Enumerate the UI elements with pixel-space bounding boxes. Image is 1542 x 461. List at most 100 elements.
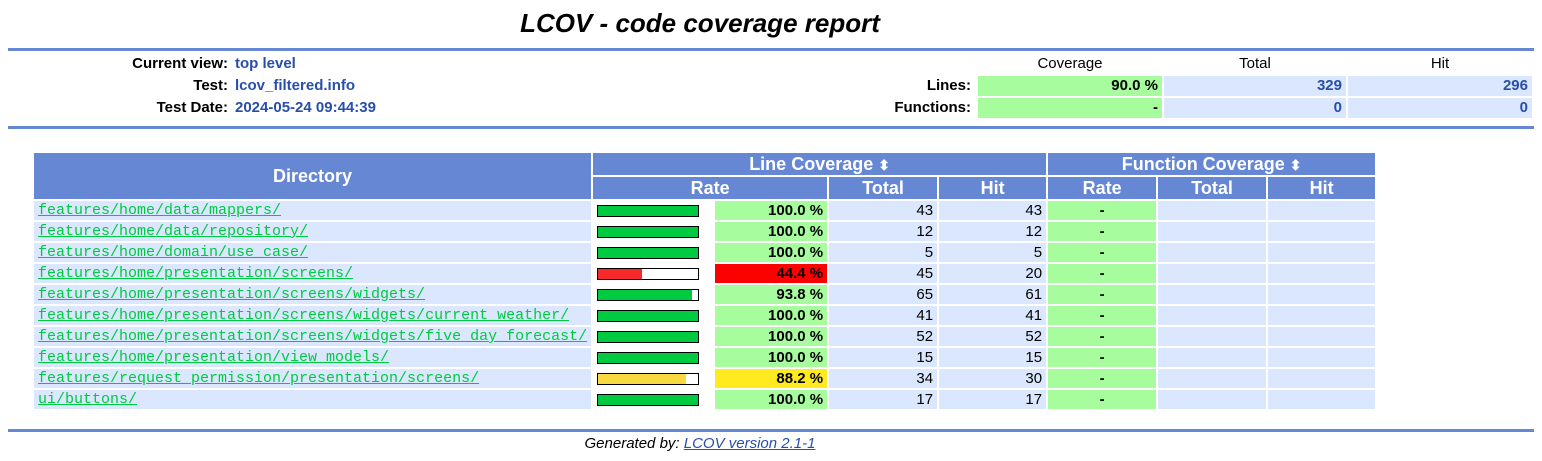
coverage-bar xyxy=(597,372,700,385)
line-total: 15 xyxy=(829,348,938,367)
table-row: features/home/presentation/view_models/ … xyxy=(34,348,1376,367)
coverage-bar xyxy=(597,267,700,280)
directory-header: Directory xyxy=(34,153,592,199)
directory-link[interactable]: features/home/domain/use_case/ xyxy=(38,244,309,261)
coverage-bar xyxy=(597,288,700,301)
line-hit: 15 xyxy=(939,348,1047,367)
function-hit-header: Hit xyxy=(1268,177,1376,199)
page-title: LCOV - code coverage report xyxy=(520,8,880,38)
directory-link[interactable]: features/home/presentation/view_models/ xyxy=(38,349,390,366)
table-row: features/home/presentation/screens/widge… xyxy=(34,285,1376,304)
function-total xyxy=(1158,264,1267,283)
directory-cell: ui/buttons/ xyxy=(34,390,592,409)
coverage-table: Directory Line Coverage ⬍ Function Cover… xyxy=(32,151,1377,411)
line-hit: 61 xyxy=(939,285,1047,304)
coverage-bar-cell xyxy=(593,390,714,409)
function-coverage-header[interactable]: Function Coverage ⬍ xyxy=(1048,153,1376,175)
directory-link[interactable]: features/home/data/mappers/ xyxy=(38,202,282,219)
table-row: features/home/presentation/screens/ 44.4… xyxy=(34,264,1376,283)
function-hit xyxy=(1268,390,1376,409)
coverage-bar xyxy=(597,393,700,406)
table-row: features/home/domain/use_case/ 100.0 % 5… xyxy=(34,243,1376,262)
function-hit xyxy=(1268,243,1376,262)
coverage-bar-fill xyxy=(598,289,692,300)
function-total xyxy=(1158,306,1267,325)
function-hit xyxy=(1268,327,1376,346)
test-value: lcov_filtered.info xyxy=(235,77,356,94)
function-hit xyxy=(1268,201,1376,220)
function-hit xyxy=(1268,285,1376,304)
table-row: features/home/presentation/screens/widge… xyxy=(34,306,1376,325)
directory-cell: features/home/domain/use_case/ xyxy=(34,243,592,262)
lines-total: 329 xyxy=(1164,76,1346,96)
function-hit xyxy=(1268,306,1376,325)
summary-total-header: Total xyxy=(1239,55,1271,72)
coverage-bar-fill xyxy=(598,352,699,363)
directory-link[interactable]: features/home/presentation/screens/widge… xyxy=(38,286,426,303)
function-total xyxy=(1158,201,1267,220)
line-total: 43 xyxy=(829,201,938,220)
function-rate: - xyxy=(1048,369,1157,388)
functions-label: Functions: xyxy=(894,99,971,116)
function-total xyxy=(1158,285,1267,304)
function-rate: - xyxy=(1048,222,1157,241)
directory-link[interactable]: features/home/presentation/screens/widge… xyxy=(38,328,588,345)
function-total xyxy=(1158,222,1267,241)
directory-cell: features/home/data/mappers/ xyxy=(34,201,592,220)
line-hit: 41 xyxy=(939,306,1047,325)
lines-coverage: 90.0 % xyxy=(978,76,1162,96)
coverage-bar-cell xyxy=(593,222,714,241)
coverage-bar-fill xyxy=(598,247,699,258)
top-divider xyxy=(8,48,1534,51)
table-row: features/home/data/repository/ 100.0 % 1… xyxy=(34,222,1376,241)
functions-total: 0 xyxy=(1164,98,1346,118)
footer-prefix: Generated by: xyxy=(584,435,680,452)
coverage-bar-fill xyxy=(598,373,687,384)
coverage-bar-cell xyxy=(593,201,714,220)
sort-icon[interactable]: ⬍ xyxy=(1289,156,1302,173)
line-rate-header: Rate xyxy=(593,177,828,199)
directory-cell: features/home/presentation/screens/ xyxy=(34,264,592,283)
sort-icon[interactable]: ⬍ xyxy=(878,156,890,173)
line-total: 45 xyxy=(829,264,938,283)
header-divider xyxy=(8,126,1534,129)
summary-hit-header: Hit xyxy=(1430,55,1450,72)
line-rate: 100.0 % xyxy=(715,348,828,367)
directory-link[interactable]: features/home/presentation/screens/ xyxy=(38,265,354,282)
function-rate: - xyxy=(1048,390,1157,409)
coverage-bar-cell xyxy=(593,327,714,346)
line-total: 52 xyxy=(829,327,938,346)
coverage-bar-fill xyxy=(598,226,699,237)
line-coverage-header[interactable]: Line Coverage ⬍ xyxy=(593,153,1047,175)
test-date-label: Test Date: xyxy=(156,99,228,116)
directory-link[interactable]: features/request_permission/presentation… xyxy=(38,370,480,387)
lcov-version-link[interactable]: LCOV version 2.1-1 xyxy=(683,435,816,452)
summary-coverage-header: Coverage xyxy=(1037,55,1103,72)
line-total-header: Total xyxy=(829,177,938,199)
line-rate: 100.0 % xyxy=(715,201,828,220)
function-total-header: Total xyxy=(1158,177,1267,199)
coverage-bar-cell xyxy=(593,369,714,388)
functions-hit: 0 xyxy=(1348,98,1532,118)
line-hit: 12 xyxy=(939,222,1047,241)
table-row: features/home/data/mappers/ 100.0 % 43 4… xyxy=(34,201,1376,220)
coverage-bar xyxy=(597,246,700,259)
directory-link[interactable]: ui/buttons/ xyxy=(38,391,138,408)
function-rate: - xyxy=(1048,264,1157,283)
coverage-bar xyxy=(597,351,700,364)
current-view-value: top level xyxy=(235,55,296,72)
line-rate: 100.0 % xyxy=(715,327,828,346)
coverage-bar-fill xyxy=(598,205,699,216)
coverage-bar-cell xyxy=(593,243,714,262)
coverage-bar-fill xyxy=(598,331,699,342)
directory-link[interactable]: features/home/data/repository/ xyxy=(38,223,309,240)
test-date-value: 2024-05-24 09:44:39 xyxy=(235,99,376,116)
line-hit: 20 xyxy=(939,264,1047,283)
directory-link[interactable]: features/home/presentation/screens/widge… xyxy=(38,307,570,324)
coverage-bar-fill xyxy=(598,394,699,405)
functions-coverage: - xyxy=(978,98,1162,118)
coverage-bar-fill xyxy=(598,268,643,279)
coverage-bar xyxy=(597,204,700,217)
table-row: features/request_permission/presentation… xyxy=(34,369,1376,388)
footer-divider xyxy=(8,429,1534,432)
